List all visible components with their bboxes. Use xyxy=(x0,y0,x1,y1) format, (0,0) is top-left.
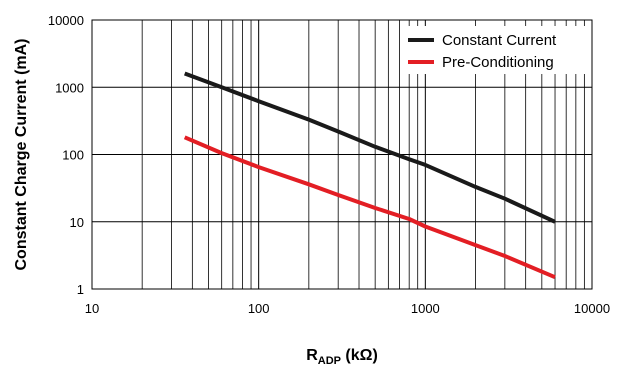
y-tick-label: 100 xyxy=(62,148,84,163)
grid xyxy=(92,20,592,289)
legend-label-constant-current: Constant Current xyxy=(442,32,557,49)
legend: Constant Current Pre-Conditioning xyxy=(402,26,588,74)
x-tick-label: 1000 xyxy=(411,301,440,316)
legend-label-pre-conditioning: Pre-Conditioning xyxy=(442,54,554,71)
x-axis-title-subscript: ADP xyxy=(318,355,341,367)
plot-frame xyxy=(91,19,593,290)
x-axis-title: RADP (kΩ) xyxy=(306,347,378,367)
series-layer xyxy=(183,71,556,280)
y-tick-label: 10000 xyxy=(48,13,84,28)
x-tick-labels: 10 100 1000 10000 xyxy=(85,301,610,316)
x-axis-title-main: R xyxy=(306,347,318,364)
y-tick-label: 1000 xyxy=(55,80,84,95)
x-tick-label: 10000 xyxy=(574,301,610,316)
y-tick-labels: 1 10 100 1000 10000 xyxy=(48,13,84,297)
x-axis-title-unit: (kΩ) xyxy=(341,347,378,364)
legend-background xyxy=(402,26,588,74)
y-tick-label: 10 xyxy=(70,215,84,230)
y-tick-label: 1 xyxy=(77,282,84,297)
series-line-pre-conditioning xyxy=(183,135,556,280)
series-line-constant-current xyxy=(184,71,556,224)
x-tick-label: 100 xyxy=(248,301,270,316)
y-axis-title: Constant Charge Current (mA) xyxy=(13,38,30,270)
x-tick-label: 10 xyxy=(85,301,99,316)
